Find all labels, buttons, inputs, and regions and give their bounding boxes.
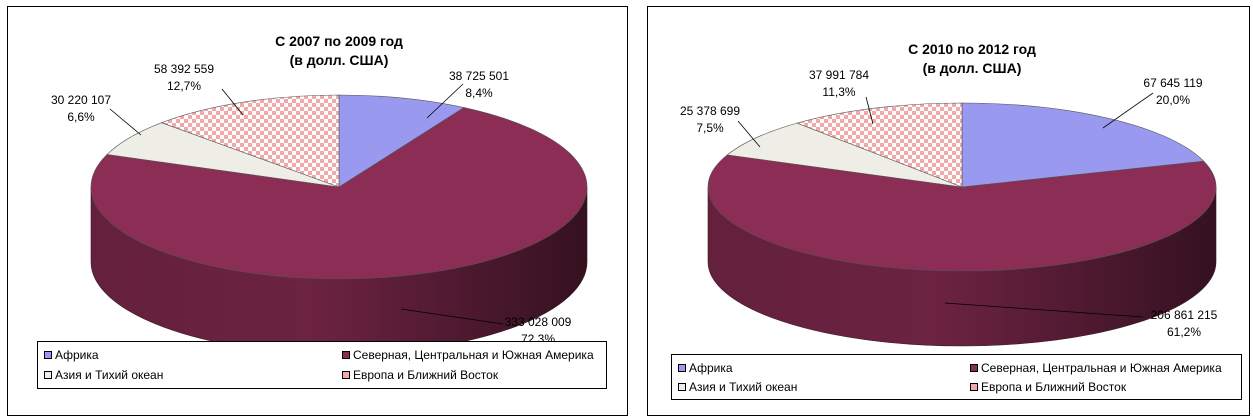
- legend-label: Азия и Тихий океан: [55, 368, 164, 382]
- legend-item-africa: Африка: [44, 348, 99, 362]
- legend-item-europe-middle-east: Европа и Ближний Восток: [970, 380, 1126, 394]
- legend-swatch-asia-pacific: [678, 383, 686, 391]
- data-label-value-americas: 206 861 215: [1151, 308, 1218, 322]
- legend-label: Европа и Ближний Восток: [353, 368, 499, 382]
- data-label-percent-europe-middle-east: 12,7%: [167, 79, 201, 93]
- leader-line-americas: [400, 308, 504, 325]
- chart-subtitle: (в долл. США): [923, 60, 1022, 76]
- data-label-percent-asia-pacific: 7,5%: [696, 121, 724, 135]
- pie-slice-europe-middle-east: [160, 94, 340, 188]
- data-label-value-africa: 67 645 119: [1143, 76, 1202, 90]
- leader-line-asia-pacific: [109, 108, 142, 136]
- data-label-percent-americas: 61,2%: [1167, 325, 1201, 339]
- pie-slice-americas: [90, 107, 588, 280]
- chart-panel-2007-2009: С 2007 по 2009 год (в долл. США) 38 725 50…: [7, 6, 628, 416]
- legend-label: Северная, Центральная и Южная Америка: [981, 361, 1222, 375]
- pie-chart-2007-2009: С 2007 по 2009 год (в долл. США) 38 725 50…: [51, 33, 588, 355]
- legend-item-americas: Северная, Центральная и Южная Америка: [970, 361, 1222, 375]
- legend-label: Северная, Центральная и Южная Америка: [353, 348, 594, 362]
- pie-slice-europe-middle-east: [796, 102, 963, 188]
- legend-item-asia-pacific: Азия и Тихий океан: [44, 368, 163, 382]
- legend-swatch-europe-middle-east: [342, 371, 350, 379]
- data-label-percent-europe-middle-east: 11,3%: [822, 85, 855, 99]
- data-label-value-asia-pacific: 30 220 107: [51, 93, 111, 107]
- pie-slice-africa: [961, 102, 1205, 188]
- legend: Африка Северная, Центральная и Южная Аме…: [671, 354, 1242, 400]
- leader-line-europe-middle-east: [865, 96, 874, 125]
- leader-line-africa: [426, 83, 464, 119]
- data-label-percent-africa: 20,0%: [1156, 93, 1190, 107]
- legend-item-americas: Северная, Центральная и Южная Америка: [342, 348, 594, 362]
- pie-slice-americas: [707, 154, 1217, 272]
- legend: Африка Северная, Центральная и Южная Аме…: [37, 341, 607, 389]
- data-label-value-americas: 333 028 009: [505, 315, 572, 329]
- chart-subtitle: (в долл. США): [290, 52, 389, 68]
- legend-swatch-africa: [678, 364, 686, 372]
- legend-label: Азия и Тихий океан: [689, 380, 798, 394]
- chart-title: С 2010 по 2012 год: [908, 41, 1036, 57]
- legend-swatch-africa: [44, 351, 52, 359]
- chart-panel-2010-2012: С 2010 по 2012 год (в долл. США) 67 645 11…: [647, 6, 1250, 416]
- leader-line-africa: [1102, 92, 1154, 129]
- legend-label: Африка: [689, 361, 733, 375]
- legend-swatch-europe-middle-east: [970, 383, 978, 391]
- pie-chart-2010-2012: С 2010 по 2012 год (в долл. США) 67 645 11…: [680, 41, 1218, 347]
- chart-title: С 2007 по 2009 год: [275, 33, 403, 49]
- legend-item-europe-middle-east: Европа и Ближний Восток: [342, 368, 498, 382]
- legend-item-asia-pacific: Азия и Тихий океан: [678, 380, 797, 394]
- pie-slice-asia-pacific: [726, 122, 963, 188]
- pie-slice-africa: [338, 94, 465, 188]
- legend-label: Европа и Ближний Восток: [981, 380, 1127, 394]
- data-label-value-asia-pacific: 25 378 699: [680, 104, 740, 118]
- leader-line-americas: [944, 302, 1144, 318]
- data-label-value-europe-middle-east: 58 392 559: [154, 62, 214, 76]
- legend-swatch-asia-pacific: [44, 371, 52, 379]
- leader-line-asia-pacific: [737, 120, 761, 148]
- data-label-percent-africa: 8,4%: [465, 86, 493, 100]
- leader-line-europe-middle-east: [221, 88, 244, 116]
- data-label-percent-asia-pacific: 6,6%: [67, 110, 95, 124]
- data-label-value-africa: 38 725 501: [449, 69, 509, 83]
- legend-swatch-americas: [342, 351, 350, 359]
- legend-item-africa: Африка: [678, 361, 733, 375]
- legend-label: Африка: [55, 348, 99, 362]
- legend-swatch-americas: [970, 364, 978, 372]
- data-label-value-europe-middle-east: 37 991 784: [809, 68, 869, 82]
